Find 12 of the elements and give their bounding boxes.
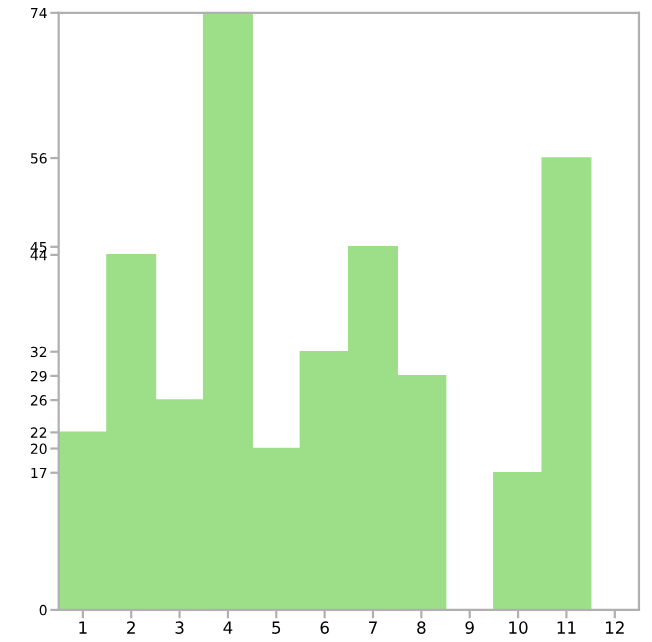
x-tick-label: 8 bbox=[417, 621, 426, 634]
x-tick-label: 1 bbox=[79, 621, 87, 634]
x-tick-label: 9 bbox=[465, 621, 474, 634]
x-tick-label: 4 bbox=[223, 621, 233, 634]
x-tick-label: 12 bbox=[606, 621, 624, 634]
x-tick-label: 6 bbox=[320, 621, 329, 634]
x-tick-label: 11 bbox=[557, 621, 576, 634]
x-tick-label: 3 bbox=[175, 621, 184, 634]
x-tick-label: 7 bbox=[369, 621, 377, 634]
x-tick-label: 2 bbox=[127, 621, 135, 634]
x-tick-label: 10 bbox=[509, 621, 528, 634]
x-tick-label: 5 bbox=[272, 621, 281, 634]
